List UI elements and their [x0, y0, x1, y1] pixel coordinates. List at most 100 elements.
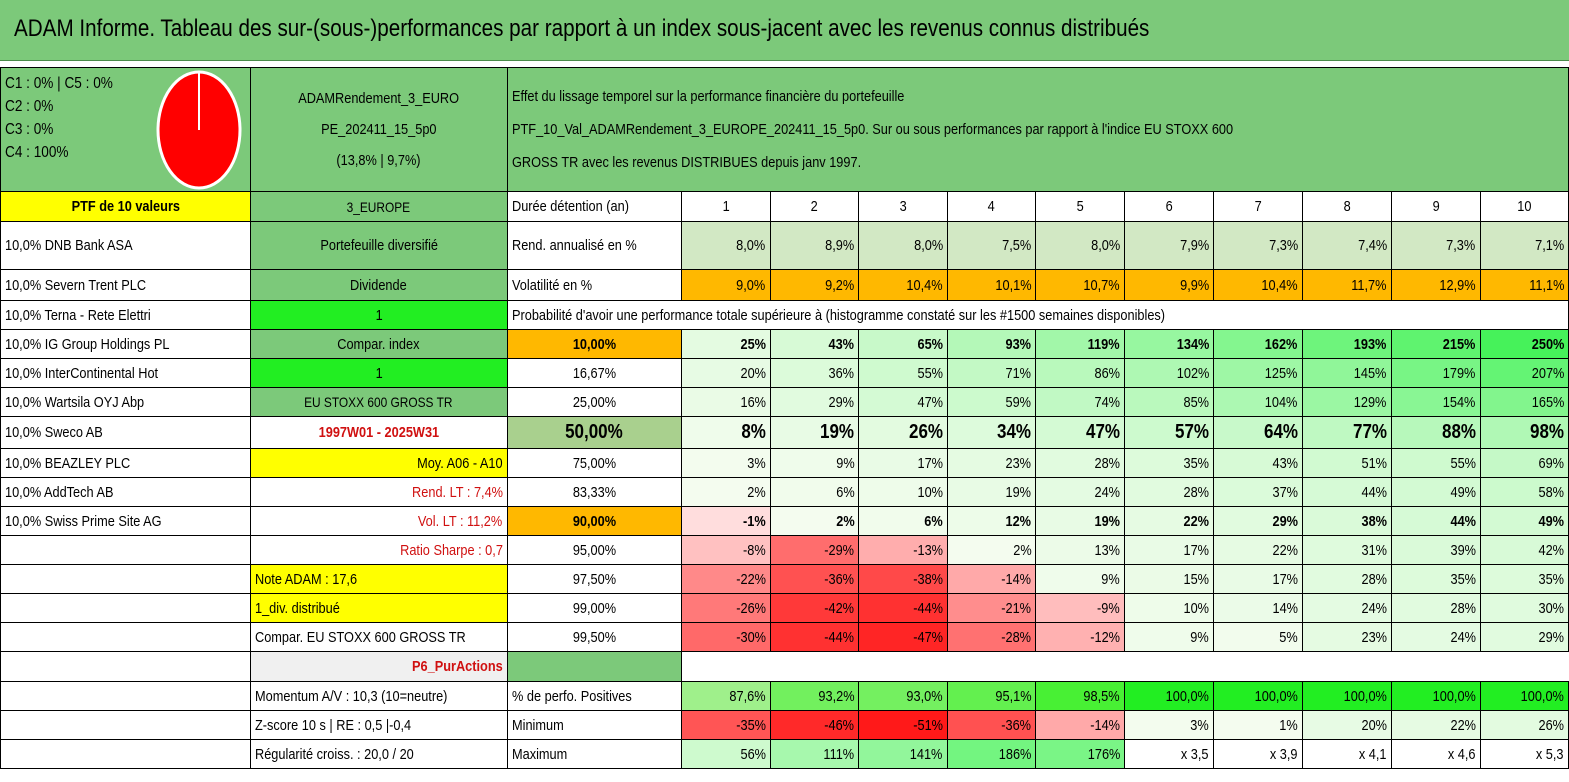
proba-value[interactable]: -21%: [946, 593, 1037, 623]
proba-value[interactable]: 29%: [1212, 506, 1303, 536]
proba-value[interactable]: 162%: [1212, 329, 1303, 359]
vol-value[interactable]: 10,7%: [1035, 269, 1126, 301]
proba-value[interactable]: 22%: [1212, 535, 1303, 565]
proba-value[interactable]: 35%: [1390, 564, 1481, 594]
proba-value[interactable]: 2%: [946, 535, 1037, 565]
info-region[interactable]: 3_EUROPE: [249, 191, 508, 222]
min-value[interactable]: 3%: [1124, 710, 1214, 740]
holding-item[interactable]: 10,0% AddTech AB: [0, 477, 251, 507]
min-value[interactable]: -14%: [1035, 710, 1126, 740]
proba-value[interactable]: 77%: [1301, 416, 1392, 449]
proba-value[interactable]: 47%: [858, 387, 948, 417]
holding-item[interactable]: 10,0% Swiss Prime Site AG: [0, 506, 251, 536]
proba-value[interactable]: 19%: [946, 477, 1037, 507]
min-label[interactable]: Minimum: [506, 710, 682, 740]
proba-value[interactable]: 13%: [1035, 535, 1126, 565]
year-header[interactable]: 8: [1301, 191, 1392, 222]
proba-value[interactable]: 9%: [769, 448, 860, 478]
proba-value[interactable]: 250%: [1479, 329, 1569, 359]
proba-value[interactable]: 86%: [1035, 358, 1126, 388]
positive-value[interactable]: 93,2%: [769, 681, 860, 711]
proba-value[interactable]: 59%: [946, 387, 1037, 417]
proba-value[interactable]: 125%: [1212, 358, 1303, 388]
info-item[interactable]: Compar. index: [249, 329, 508, 359]
proba-value[interactable]: -29%: [769, 535, 860, 565]
proba-value[interactable]: 14%: [1212, 593, 1303, 623]
proba-value[interactable]: 5%: [1212, 622, 1303, 652]
holding-item[interactable]: 10,0% IG Group Holdings PL: [0, 329, 251, 359]
proba-value[interactable]: 10%: [858, 477, 948, 507]
proba-value[interactable]: 134%: [1124, 329, 1214, 359]
proba-value[interactable]: 57%: [1124, 416, 1214, 449]
holding-item[interactable]: 10,0% Severn Trent PLC: [0, 269, 251, 301]
proba-value[interactable]: -28%: [946, 622, 1037, 652]
vol-value[interactable]: 9,0%: [680, 269, 771, 301]
proba-value[interactable]: 104%: [1212, 387, 1303, 417]
proba-value[interactable]: 28%: [1035, 448, 1126, 478]
proba-value[interactable]: -22%: [680, 564, 771, 594]
proba-value[interactable]: 24%: [1390, 622, 1481, 652]
blank-cell[interactable]: [1480, 300, 1569, 330]
proba-value[interactable]: -47%: [858, 622, 948, 652]
proba-value[interactable]: -1%: [680, 506, 771, 536]
proba-value[interactable]: 58%: [1479, 477, 1569, 507]
proba-value[interactable]: 55%: [1390, 448, 1481, 478]
holding-empty[interactable]: [0, 593, 251, 623]
positive-value[interactable]: 95,1%: [946, 681, 1037, 711]
proba-value[interactable]: 15%: [1124, 564, 1214, 594]
proba-value[interactable]: 74%: [1035, 387, 1126, 417]
proba-value[interactable]: 30%: [1479, 593, 1569, 623]
proba-value[interactable]: 119%: [1035, 329, 1126, 359]
holding-empty[interactable]: [0, 564, 251, 594]
rend-value[interactable]: 8,9%: [769, 221, 860, 270]
year-header[interactable]: 10: [1479, 191, 1569, 222]
rend-value[interactable]: 7,5%: [946, 221, 1037, 270]
proba-value[interactable]: 207%: [1479, 358, 1569, 388]
proba-value[interactable]: 36%: [769, 358, 860, 388]
max-value[interactable]: 176%: [1035, 739, 1126, 769]
proba-value[interactable]: 85%: [1124, 387, 1214, 417]
proba-value[interactable]: 28%: [1124, 477, 1214, 507]
holding-item[interactable]: 10,0% Terna - Rete Elettri: [0, 300, 251, 330]
max-value[interactable]: 111%: [769, 739, 860, 769]
positive-value[interactable]: 93,0%: [858, 681, 948, 711]
year-header[interactable]: 1: [680, 191, 771, 222]
positive-value[interactable]: 100,0%: [1124, 681, 1214, 711]
rend-value[interactable]: 7,3%: [1212, 221, 1303, 270]
proba-value[interactable]: -8%: [680, 535, 771, 565]
proba-value[interactable]: -13%: [858, 535, 948, 565]
max-value[interactable]: x 3,5: [1124, 739, 1214, 769]
holding-empty[interactable]: [0, 651, 251, 682]
positive-value[interactable]: 100,0%: [1301, 681, 1392, 711]
proba-value[interactable]: 38%: [1301, 506, 1392, 536]
holding-empty[interactable]: [0, 622, 251, 652]
max-value[interactable]: x 4,1: [1301, 739, 1392, 769]
proba-value[interactable]: 9%: [1035, 564, 1126, 594]
info-item[interactable]: Vol. LT : 11,2%: [249, 506, 508, 536]
proba-value[interactable]: 129%: [1301, 387, 1392, 417]
legend-pie-cell[interactable]: C1 : 0% | C5 : 0% C2 : 0% C3 : 0% C4 : 100%: [0, 67, 251, 192]
proba-value[interactable]: 6%: [858, 506, 948, 536]
proba-value[interactable]: 49%: [1390, 477, 1481, 507]
holding-item[interactable]: 10,0% BEAZLEY PLC: [0, 448, 251, 478]
info-item[interactable]: Compar. EU STOXX 600 GROSS TR: [249, 622, 508, 652]
holding-item[interactable]: 10,0% InterContinental Hot: [0, 358, 251, 388]
blank-cell[interactable]: [681, 652, 1568, 682]
holdings-header[interactable]: PTF de 10 valeurs: [0, 191, 251, 222]
info-item[interactable]: 1: [249, 358, 508, 388]
proba-value[interactable]: 26%: [858, 416, 948, 449]
proba-value[interactable]: 6%: [769, 477, 860, 507]
proba-value[interactable]: 9%: [1124, 622, 1214, 652]
rend-value[interactable]: 8,0%: [1035, 221, 1126, 270]
min-value[interactable]: 20%: [1301, 710, 1392, 740]
proba-value[interactable]: 22%: [1124, 506, 1214, 536]
proba-value[interactable]: -38%: [858, 564, 948, 594]
rend-value[interactable]: 8,0%: [680, 221, 771, 270]
vol-label[interactable]: Volatilité en %: [506, 269, 682, 301]
proba-value[interactable]: -44%: [858, 593, 948, 623]
proba-value[interactable]: 102%: [1124, 358, 1214, 388]
proba-value[interactable]: 43%: [769, 329, 860, 359]
info-item[interactable]: Rend. LT : 7,4%: [249, 477, 508, 507]
holding-empty[interactable]: [0, 710, 251, 740]
percentile-label[interactable]: 50,00%: [506, 416, 682, 449]
